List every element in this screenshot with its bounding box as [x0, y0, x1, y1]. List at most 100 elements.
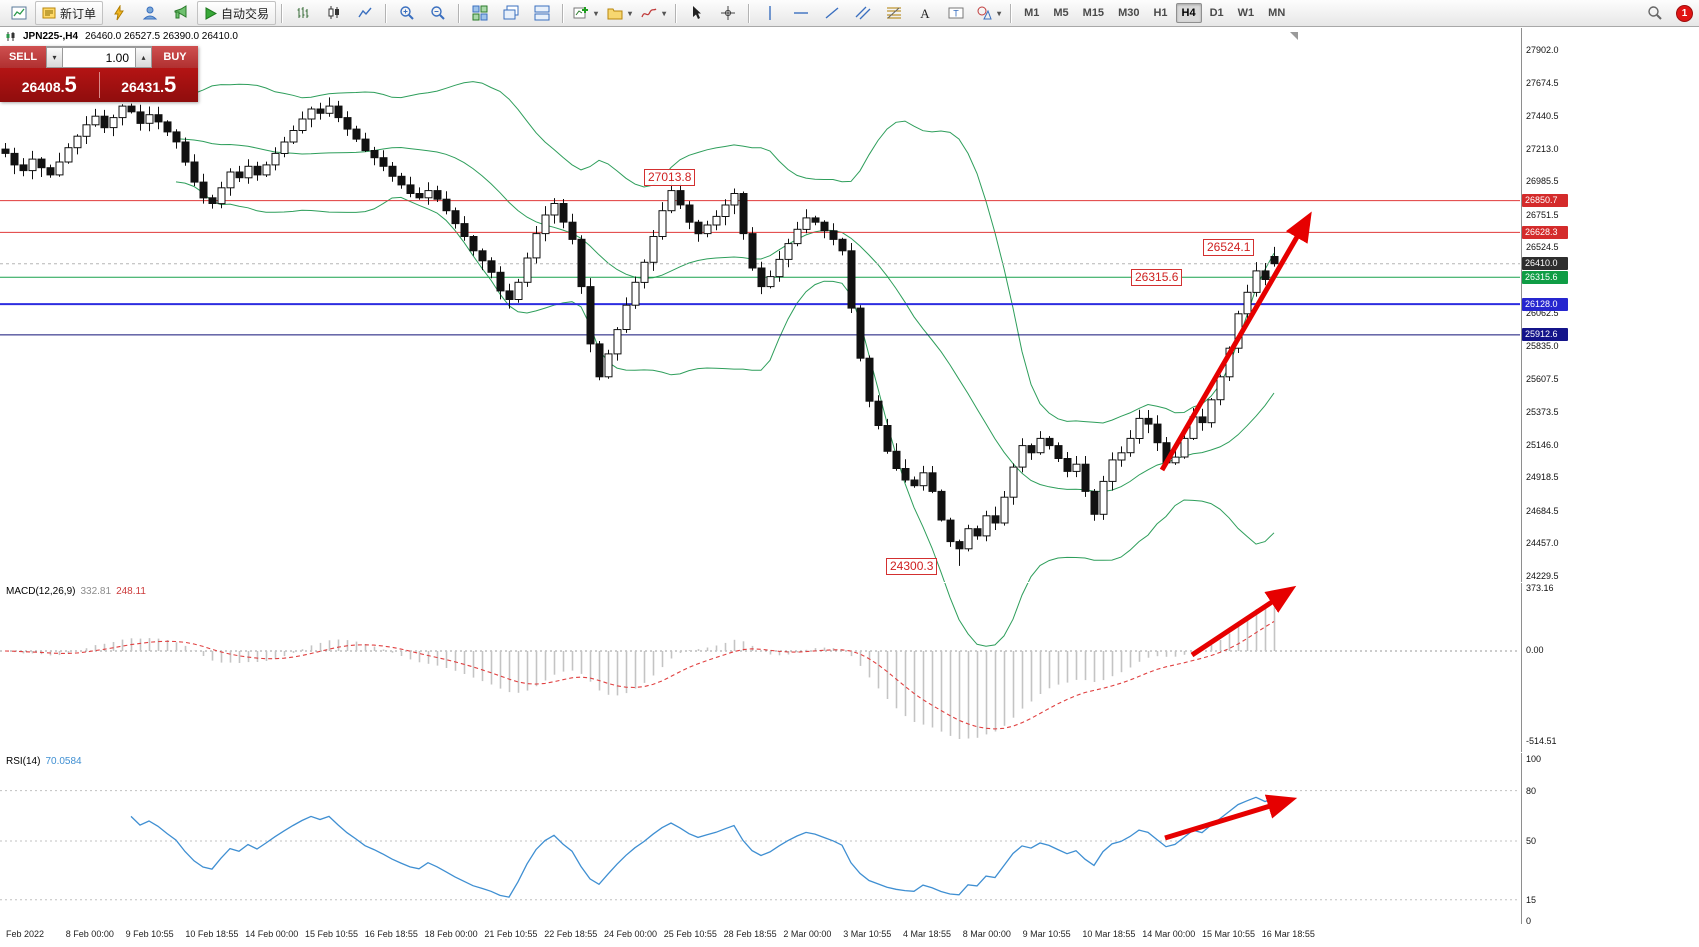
market-profile-icon[interactable] [135, 1, 165, 25]
toolbar-separator [748, 3, 751, 23]
time-axis-label: 8 Feb 00:00 [65, 929, 114, 939]
time-axis-label: 25 Feb 10:55 [663, 929, 717, 939]
timeframe-button-m1[interactable]: M1 [1024, 7, 1040, 19]
panel-separator[interactable] [0, 582, 1699, 583]
timeframe-button-d1[interactable]: D1 [1209, 7, 1224, 19]
profiles-button[interactable]: ▾ [603, 1, 636, 25]
toolbar-separator [675, 3, 678, 23]
arrange-windows-icon[interactable] [527, 1, 557, 25]
notification-badge[interactable]: 1 [1676, 4, 1693, 22]
macd-main-value: 332.81 [80, 586, 112, 597]
price-tag: 26128.0 [1522, 297, 1568, 311]
bollinger-bands [175, 81, 1275, 647]
volume-control: ▾ 1.00 ▴ [46, 46, 152, 68]
new-chart-button[interactable]: ▾ [569, 1, 602, 25]
price-annotation[interactable]: 24300.3 [886, 557, 938, 575]
text-tool-icon[interactable]: A [910, 1, 940, 25]
macd-axis-label: -514.51 [1526, 736, 1557, 746]
dropdown-caret-icon: ▾ [628, 8, 633, 18]
trendline-tool-icon[interactable] [817, 1, 847, 25]
chart-shift-marker[interactable] [1290, 32, 1298, 40]
rsi-name: RSI(14) [6, 756, 41, 767]
time-axis-label: 14 Mar 00:00 [1142, 929, 1196, 939]
buy-price-frac: 5 [164, 72, 177, 97]
indicators-button[interactable]: ▾ [637, 1, 670, 25]
search-icon[interactable] [1640, 1, 1670, 25]
panel-separator[interactable] [0, 752, 1699, 753]
dropdown-caret-icon: ▾ [594, 8, 599, 18]
sell-price-frac: 5 [64, 72, 77, 97]
horizontal-line-tool-icon[interactable] [786, 1, 816, 25]
buy-button[interactable]: BUY [152, 46, 198, 68]
tile-windows-icon[interactable] [465, 1, 495, 25]
auto-trading-button[interactable]: 自动交易 [197, 1, 277, 25]
fibonacci-tool-icon[interactable] [879, 1, 909, 25]
sell-price[interactable]: 26408. 5 [0, 74, 99, 96]
zoom-out-icon[interactable] [423, 1, 453, 25]
timeframe-button-mn[interactable]: MN [1268, 7, 1286, 19]
cursor-icon[interactable] [682, 1, 712, 25]
dropdown-caret-icon: ▾ [997, 8, 1002, 18]
timeframe-button-w1[interactable]: W1 [1237, 7, 1255, 19]
time-axis-label: 8 Mar 00:00 [962, 929, 1011, 939]
cascade-windows-icon[interactable] [496, 1, 526, 25]
one-click-trading-panel: SELL ▾ 1.00 ▴ BUY 26408. 5 26431. 5 [0, 46, 198, 102]
candlestick-chart-icon[interactable] [319, 1, 349, 25]
price-axis-border [1521, 28, 1522, 925]
new-order-button[interactable]: 新订单 [35, 1, 104, 25]
price-annotation[interactable]: 27013.8 [644, 169, 696, 187]
time-axis-border [0, 924, 1699, 925]
price-axis-label: 24457.0 [1526, 538, 1559, 549]
volume-decrease-button[interactable]: ▾ [46, 47, 63, 68]
price-annotation[interactable]: 26315.6 [1131, 269, 1183, 287]
sell-button[interactable]: SELL [0, 46, 46, 68]
timeframe-button-m15[interactable]: M15 [1082, 7, 1105, 19]
horizontal-price-lines[interactable] [0, 200, 1520, 336]
macd-signal-value: 248.11 [116, 586, 146, 597]
buy-price[interactable]: 26431. 5 [100, 74, 199, 96]
volume-increase-button[interactable]: ▴ [135, 47, 152, 68]
timeframe-button-h1[interactable]: H1 [1153, 7, 1168, 19]
candlestick-series [1, 97, 1279, 566]
price-axis-label: 24229.5 [1526, 571, 1559, 581]
channel-tool-icon[interactable] [848, 1, 878, 25]
volume-input[interactable]: 1.00 [63, 47, 135, 68]
time-axis-label: Feb 2022 [6, 929, 45, 939]
news-icon[interactable] [166, 1, 196, 25]
timeframe-button-m30[interactable]: M30 [1118, 7, 1140, 19]
time-axis-label: 2 Mar 00:00 [783, 929, 832, 939]
zoom-in-icon[interactable] [392, 1, 422, 25]
label-tool-icon[interactable]: T [941, 1, 971, 25]
rsi-axis-label: 80 [1526, 785, 1537, 796]
symbol-icon [6, 32, 15, 41]
line-chart-icon[interactable] [350, 1, 380, 25]
macd-name: MACD(12,26,9) [6, 586, 76, 597]
chart-window-icon[interactable] [4, 1, 34, 25]
toolbar: 新订单 自动交易 ▾ ▾ ▾ A T ▾ M1 M5 M15 M30 H1 H4 D1 W1 M… [0, 0, 1699, 27]
sell-price-int: 26408. [21, 79, 65, 95]
timeframe-button-m5[interactable]: M5 [1053, 7, 1069, 19]
price-axis-label: 27213.0 [1526, 143, 1559, 154]
trend-arrow[interactable] [1164, 794, 1298, 841]
macd-axis-label: 373.16 [1526, 583, 1554, 593]
shapes-button[interactable]: ▾ [972, 1, 1005, 25]
price-axis-label: 27440.5 [1526, 111, 1559, 122]
macd-axis-label: 0.00 [1526, 645, 1544, 655]
chart-title-bar: JPN225-,H4 26460.0 26527.5 26390.0 26410… [5, 31, 238, 42]
ohlc-values: 26460.0 26527.5 26390.0 26410.0 [85, 31, 238, 42]
quote-icon[interactable] [104, 1, 134, 25]
rsi-value: 70.0584 [45, 756, 82, 767]
timeframe-button-h4[interactable]: H4 [1175, 3, 1202, 23]
time-axis-label: 22 Feb 18:55 [544, 929, 598, 939]
macd-plot [0, 599, 1520, 739]
crosshair-icon[interactable] [713, 1, 743, 25]
price-annotation[interactable]: 26524.1 [1203, 239, 1255, 257]
trend-arrows[interactable] [1159, 211, 1312, 841]
price-axis-label: 26985.5 [1526, 176, 1559, 187]
vertical-line-tool-icon[interactable] [755, 1, 785, 25]
time-axis-label: 3 Mar 10:55 [843, 929, 892, 939]
bar-chart-icon[interactable] [288, 1, 318, 25]
trend-arrow[interactable] [1190, 585, 1297, 658]
toolbar-separator [1010, 3, 1013, 23]
